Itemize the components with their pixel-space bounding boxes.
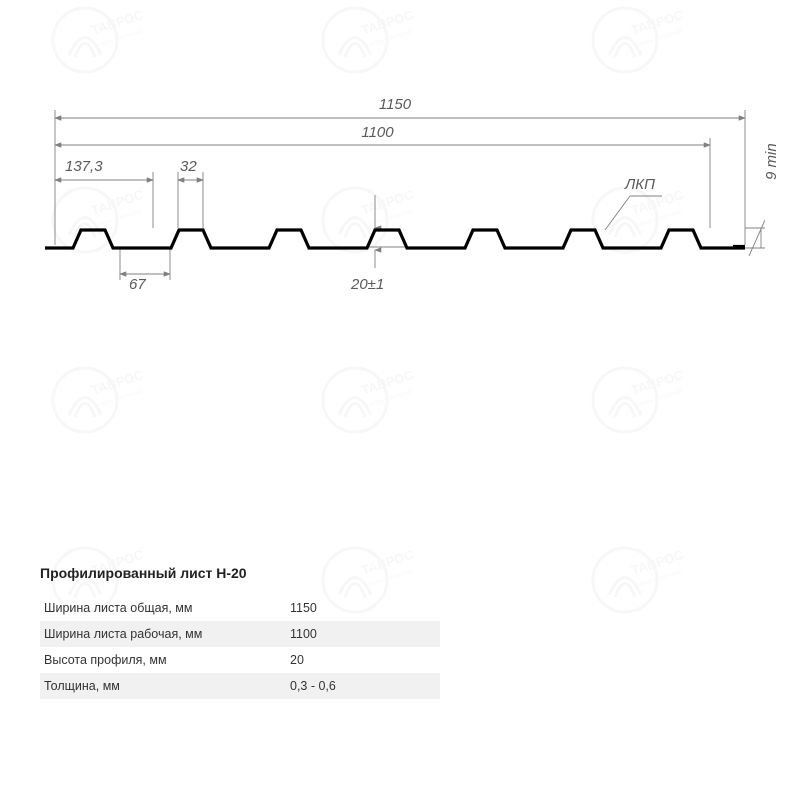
spec-row: Ширина листа рабочая, мм1100 [40, 621, 440, 647]
spec-value: 20 [270, 653, 440, 667]
svg-text:ГРУППА КОМПАНИЙ: ГРУППА КОМПАНИЙ [363, 387, 413, 410]
spec-title: Профилированный лист Н-20 [40, 565, 440, 581]
spec-label: Ширина листа общая, мм [40, 601, 270, 615]
svg-text:ТАВРОС: ТАВРОС [89, 367, 145, 398]
watermark-logo: ТАВРОС ГРУППА КОМПАНИЙ [315, 0, 425, 95]
spec-row: Ширина листа общая, мм1150 [40, 595, 440, 621]
spec-label: Толщина, мм [40, 679, 270, 693]
dim-total-width: 1150 [45, 96, 745, 113]
dim-bottom-width: 67 [129, 276, 146, 293]
svg-text:ТАВРОС: ТАВРОС [629, 547, 685, 578]
svg-text:ТАВРОС: ТАВРОС [629, 367, 685, 398]
spec-label: Ширина листа рабочая, мм [40, 627, 270, 641]
profile-outline [45, 230, 745, 248]
svg-text:ГРУППА КОМПАНИЙ: ГРУППА КОМПАНИЙ [633, 567, 683, 590]
profile-diagram: 1150 1100 137,3 32 67 20±1 ЛКП 9 min [45, 100, 765, 320]
svg-text:ТАВРОС: ТАВРОС [629, 7, 685, 38]
svg-text:ГРУППА КОМПАНИЙ: ГРУППА КОМПАНИЙ [363, 27, 413, 50]
svg-text:ГРУППА КОМПАНИЙ: ГРУППА КОМПАНИЙ [93, 387, 143, 410]
watermark-logo: ТАВРОС ГРУППА КОМПАНИЙ [585, 0, 695, 95]
svg-text:ТАВРОС: ТАВРОС [89, 7, 145, 38]
dim-working-width: 1100 [45, 124, 710, 141]
watermark-logo: ТАВРОС ГРУППА КОМПАНИЙ [585, 345, 695, 455]
watermark-logo: ТАВРОС ГРУППА КОМПАНИЙ [315, 345, 425, 455]
watermark-logo: ТАВРОС ГРУППА КОМПАНИЙ [45, 0, 155, 95]
spec-label: Высота профиля, мм [40, 653, 270, 667]
dim-overlap: 9 min [763, 143, 780, 180]
dim-height: 20±1 [351, 276, 384, 293]
spec-value: 1150 [270, 601, 440, 615]
dim-coating: ЛКП [625, 176, 655, 193]
spec-row: Толщина, мм0,3 - 0,6 [40, 673, 440, 699]
svg-text:ТАВРОС: ТАВРОС [359, 367, 415, 398]
spec-value: 0,3 - 0,6 [270, 679, 440, 693]
spec-value: 1100 [270, 627, 440, 641]
svg-text:ГРУППА КОМПАНИЙ: ГРУППА КОМПАНИЙ [633, 387, 683, 410]
dim-top-width: 32 [180, 158, 197, 175]
watermark-logo: ТАВРОС ГРУППА КОМПАНИЙ [585, 525, 695, 635]
svg-text:ТАВРОС: ТАВРОС [359, 7, 415, 38]
spec-table: Профилированный лист Н-20 Ширина листа о… [40, 565, 440, 699]
dim-pitch: 137,3 [65, 158, 103, 175]
spec-row: Высота профиля, мм20 [40, 647, 440, 673]
svg-text:ГРУППА КОМПАНИЙ: ГРУППА КОМПАНИЙ [93, 27, 143, 50]
svg-text:ГРУППА КОМПАНИЙ: ГРУППА КОМПАНИЙ [633, 27, 683, 50]
watermark-logo: ТАВРОС ГРУППА КОМПАНИЙ [45, 345, 155, 455]
